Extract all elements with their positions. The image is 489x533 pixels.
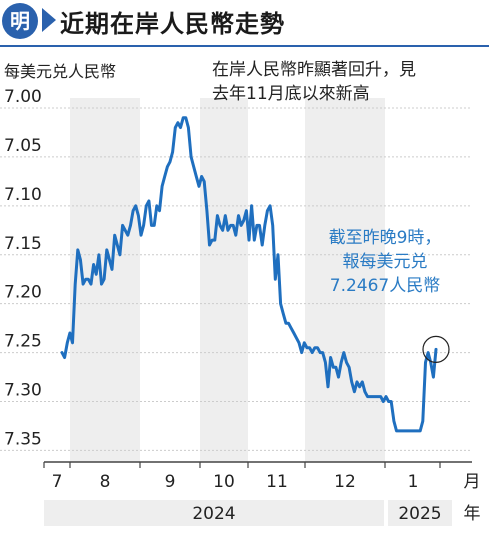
y-tick-label: 7.25 — [4, 332, 42, 352]
title-arrow-icon — [42, 8, 56, 32]
x-tick-label: 8 — [100, 472, 111, 492]
y-axis-unit-label: 每美元兑人民幣 — [4, 62, 117, 81]
x-tick-label: 12 — [334, 472, 356, 492]
callout-line-1: 截至昨晚9時， — [328, 228, 442, 248]
x-tick-label: 9 — [165, 472, 176, 492]
y-tick-label: 7.05 — [4, 136, 42, 156]
year-band-2025 — [388, 500, 452, 526]
latest-point-marker — [422, 335, 450, 363]
chart-note: 在岸人民幣昨顯著回升，見 去年11月底以來新高 — [212, 58, 487, 106]
y-tick-label: 7.35 — [4, 429, 42, 449]
year-label: 2025 — [398, 504, 441, 524]
chart-title: 近期在岸人民幣走勢 — [60, 10, 285, 38]
y-tick-label: 7.30 — [4, 381, 42, 401]
year-band-2024 — [44, 500, 384, 526]
header-divider — [0, 45, 489, 47]
x-tick-label: 7 — [52, 472, 63, 492]
latest-value-callout: 截至昨晚9時， 報每美元兑 7.2467人民幣 — [300, 226, 470, 298]
callout-line-3: 7.2467人民幣 — [329, 276, 441, 296]
newspaper-logo: 明 — [2, 3, 38, 39]
month-unit-label: 月 — [464, 472, 481, 492]
x-tick-label: 11 — [266, 472, 288, 492]
note-line-2: 去年11月底以來新高 — [212, 84, 370, 104]
series-line — [60, 116, 438, 433]
x-tick-label: 10 — [213, 472, 235, 492]
y-tick-label: 7.00 — [4, 87, 42, 107]
note-line-1: 在岸人民幣昨顯著回升，見 — [212, 60, 416, 80]
month-band — [200, 98, 248, 462]
callout-line-2: 報每美元兑 — [342, 252, 428, 272]
y-tick-label: 7.15 — [4, 234, 42, 254]
x-tick-label: 1 — [408, 472, 419, 492]
y-tick-label: 7.20 — [4, 283, 42, 303]
year-label: 2024 — [192, 504, 235, 524]
y-tick-label: 7.10 — [4, 185, 42, 205]
header: 明 近期在岸人民幣走勢 — [0, 0, 489, 47]
year-unit-label: 年 — [464, 504, 481, 524]
